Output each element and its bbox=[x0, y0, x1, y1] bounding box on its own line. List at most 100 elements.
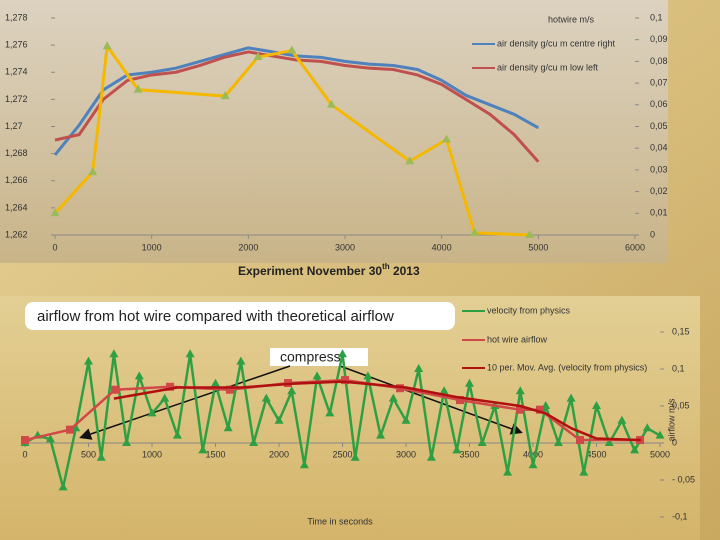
x-tick-label: 6000 bbox=[625, 242, 645, 252]
marker bbox=[134, 371, 144, 380]
marker bbox=[566, 393, 576, 402]
marker bbox=[253, 52, 263, 61]
marker bbox=[630, 445, 640, 454]
y2-tick-label: 0,15 bbox=[672, 326, 690, 336]
y-tick-label: 1,276 bbox=[5, 40, 28, 50]
y-axis-label: airflow m/s bbox=[666, 398, 676, 442]
caption-rest: 2013 bbox=[390, 264, 420, 278]
marker bbox=[579, 467, 589, 476]
marker bbox=[655, 430, 665, 439]
marker bbox=[160, 393, 170, 402]
x-tick-label: 1000 bbox=[142, 449, 162, 459]
y2-tick-label: 0,1 bbox=[672, 363, 685, 373]
x-tick-label: 5000 bbox=[528, 242, 548, 252]
x-tick-label: 500 bbox=[81, 449, 96, 459]
marker bbox=[617, 415, 627, 424]
marker bbox=[325, 408, 335, 417]
marker bbox=[111, 385, 120, 394]
chart-title: airflow from hot wire compared with theo… bbox=[37, 308, 394, 325]
marker bbox=[465, 378, 474, 387]
marker bbox=[312, 371, 322, 380]
marker bbox=[185, 349, 195, 358]
y-tick-label: 1,266 bbox=[5, 175, 28, 185]
y2-tick-label: 0,08 bbox=[650, 56, 668, 66]
marker bbox=[363, 371, 373, 380]
marker bbox=[455, 396, 464, 405]
x-tick-label: 5000 bbox=[650, 449, 670, 459]
y-tick-label: 1,27 bbox=[5, 121, 23, 131]
marker bbox=[405, 156, 415, 165]
series-line bbox=[53, 44, 530, 237]
y2-tick-label: 0,09 bbox=[650, 34, 668, 44]
marker bbox=[133, 84, 143, 93]
marker bbox=[604, 438, 614, 446]
x-tick-label: 0 bbox=[22, 449, 27, 459]
marker bbox=[261, 393, 271, 402]
x-tick-label: 2000 bbox=[269, 449, 289, 459]
marker bbox=[535, 405, 544, 414]
x-tick-label: 3000 bbox=[335, 242, 355, 252]
title-box bbox=[25, 302, 455, 330]
x-tick-label: 3500 bbox=[459, 449, 479, 459]
marker bbox=[225, 385, 234, 394]
y2-tick-label: 0,07 bbox=[650, 77, 668, 87]
x-tick-label: 4500 bbox=[586, 449, 606, 459]
marker bbox=[211, 378, 220, 387]
marker bbox=[439, 386, 449, 395]
y2-tick-label: 0,02 bbox=[650, 186, 668, 196]
x-tick-label: 2500 bbox=[332, 449, 352, 459]
marker bbox=[172, 430, 182, 439]
y-tick-label: 1,278 bbox=[5, 12, 28, 22]
caption: Experiment November 30th 2013 bbox=[238, 262, 420, 278]
marker bbox=[326, 99, 336, 108]
marker bbox=[220, 91, 230, 100]
marker bbox=[50, 208, 60, 217]
legend-label: hot wire airflow bbox=[487, 334, 548, 344]
y-tick-label: 1,264 bbox=[5, 202, 28, 212]
marker bbox=[477, 438, 487, 446]
marker bbox=[96, 452, 106, 461]
marker bbox=[516, 405, 525, 414]
top-chart-area bbox=[0, 0, 668, 263]
x-tick-label: 0 bbox=[52, 242, 57, 252]
annotation: compress bbox=[280, 349, 341, 365]
marker bbox=[503, 467, 513, 476]
x-tick-label: 2000 bbox=[238, 242, 258, 252]
marker bbox=[299, 460, 309, 469]
x-tick-label: 3000 bbox=[396, 449, 416, 459]
marker bbox=[401, 415, 411, 424]
marker bbox=[388, 393, 398, 402]
marker bbox=[338, 349, 347, 358]
y2-tick-label: 0 bbox=[672, 437, 677, 447]
marker bbox=[592, 401, 601, 409]
marker bbox=[58, 482, 68, 491]
legend-label: air density g/cu m low left bbox=[497, 62, 599, 72]
marker bbox=[528, 460, 538, 469]
series-line bbox=[54, 50, 540, 163]
caption-text: Experiment November 30 bbox=[238, 264, 382, 278]
marker bbox=[470, 227, 480, 236]
y-tick-label: 1,268 bbox=[5, 148, 28, 158]
legend-label: velocity from physics bbox=[487, 305, 571, 315]
marker bbox=[84, 356, 93, 365]
y2-tick-label: - 0,05 bbox=[672, 474, 695, 484]
series-line bbox=[113, 380, 641, 442]
marker bbox=[396, 384, 405, 393]
marker bbox=[553, 438, 563, 446]
y-tick-label: 1,274 bbox=[5, 67, 28, 77]
marker bbox=[350, 452, 360, 461]
arrow bbox=[79, 365, 291, 440]
marker bbox=[122, 438, 132, 446]
marker bbox=[575, 436, 584, 445]
y2-tick-label: 0 bbox=[650, 229, 655, 239]
marker bbox=[65, 425, 74, 434]
marker bbox=[287, 45, 297, 54]
marker bbox=[274, 415, 284, 424]
y2-tick-label: -0,1 bbox=[672, 511, 688, 521]
marker bbox=[88, 167, 98, 176]
marker bbox=[109, 349, 119, 358]
legend-label: 10 per. Mov. Avg. (velocity from physics… bbox=[487, 362, 647, 372]
marker bbox=[102, 41, 112, 50]
